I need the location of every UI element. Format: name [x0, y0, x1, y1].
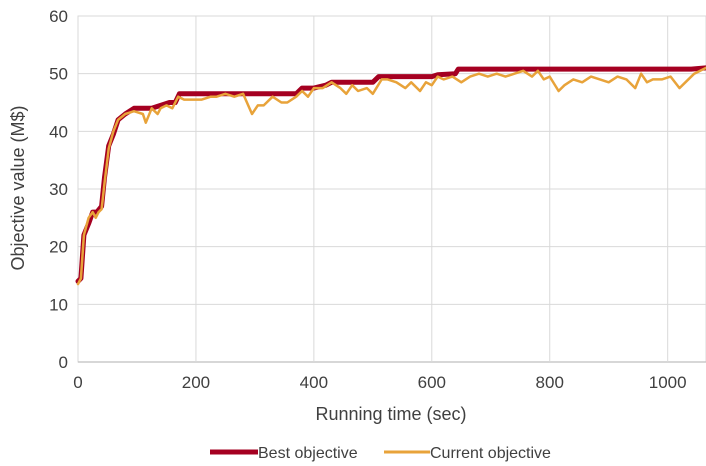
grid — [77, 15, 706, 363]
series-line-2 — [76, 66, 706, 286]
x-tick-label: 400 — [300, 373, 328, 392]
y-tick-label: 50 — [49, 65, 68, 84]
y-axis-title: Objective value (M$) — [8, 105, 28, 270]
x-tick-label: 0 — [73, 373, 82, 392]
y-tick-label: 0 — [59, 353, 68, 372]
x-tick-label: 600 — [418, 373, 446, 392]
x-tick-label: 800 — [536, 373, 564, 392]
x-tick-label: 200 — [182, 373, 210, 392]
legend-label-2: Current objective — [430, 445, 551, 462]
series-line-1 — [75, 65, 706, 284]
x-axis-title: Running time (sec) — [315, 404, 466, 424]
legend-label-1: Best objective — [258, 445, 358, 462]
legend: Best objective Current objective — [210, 445, 551, 462]
y-tick-label: 60 — [49, 7, 68, 26]
series-lines — [75, 65, 706, 286]
y-tick-label: 40 — [49, 122, 68, 141]
y-tick-label: 10 — [49, 295, 68, 314]
y-tick-label: 20 — [49, 238, 68, 257]
y-tick-label: 30 — [49, 180, 68, 199]
x-tick-label: 1000 — [649, 373, 687, 392]
